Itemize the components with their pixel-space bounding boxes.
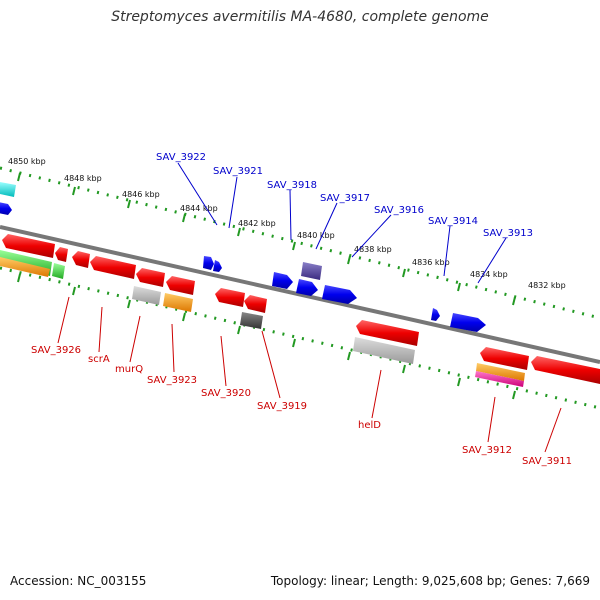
gene-arrow [356,320,419,346]
gene-box [301,262,322,280]
gene-box [240,312,263,329]
gene-arrow [480,347,529,370]
accession-text: Accession: NC_003155 [10,574,147,588]
gene-label-bottom: murQ [115,364,143,375]
gene-label-top: SAV_3918 [267,180,317,191]
gene-label-bottom: SAV_3919 [257,401,307,412]
gene-label-top: SAV_3916 [374,205,424,216]
gene-arrow [72,251,90,268]
callout-lines-top [177,162,507,284]
gene-label-top: SAV_3914 [428,216,478,227]
gene-label-bottom: SAV_3926 [31,345,81,356]
gene-label-bottom: scrA [88,354,110,365]
gene-arrow [2,234,55,258]
ruler-ticks [17,172,516,400]
map-title: Streptomyces avermitilis MA-4680, comple… [111,9,489,25]
callout-lines-bottom [57,296,562,453]
ruler-label: 4850 kbp [8,157,46,166]
reverse-strand-genes [0,234,600,387]
gene-arrow [296,279,318,296]
gene-box [163,293,193,312]
gene-box [476,363,525,381]
ruler-label: 4834 kbp [470,270,508,279]
gene-label-bottom: SAV_3911 [522,456,572,467]
ruler-label: 4848 kbp [64,174,102,183]
gene-arrow [90,256,136,279]
gene-label-top: SAV_3917 [320,193,370,204]
gene-box [0,257,50,277]
gene-label-bottom: SAV_3912 [462,445,512,456]
gene-label-top: SAV_3922 [156,152,206,163]
gene-box [0,182,16,197]
gene-arrow [244,295,267,313]
gene-arrow [136,268,165,287]
gene-arrow [450,313,486,332]
genome-backbone [0,225,600,364]
ruler-label: 4846 kbp [122,190,160,199]
gene-label-bottom: SAV_3923 [147,375,197,386]
gene-arrow [531,356,600,384]
gene-box [353,337,415,364]
gene-arrow [203,256,214,270]
gene-arrow [322,285,357,304]
ruler-label: 4832 kbp [528,281,566,290]
ruler-label: 4838 kbp [354,245,392,254]
gene-box [52,263,65,279]
gene-arrow [0,202,12,215]
gene-box [132,286,161,305]
gene-arrow [272,272,293,289]
forward-strand-genes [0,182,486,332]
gene-box [475,371,524,387]
gene-arrow [431,308,440,321]
gene-label-bottom: SAV_3920 [201,388,251,399]
gene-label-top: SAV_3921 [213,166,263,177]
gene-label-top: SAV_3913 [483,228,533,239]
gene-label-bottom: helD [358,420,381,431]
gene-arrow [166,276,195,295]
gene-arrow [213,260,222,272]
genome-summary-text: Topology: linear; Length: 9,025,608 bp; … [270,574,590,588]
ruler-label: 4840 kbp [297,231,335,240]
ruler-label: 4842 kbp [238,219,276,228]
gene-arrow [55,247,68,262]
ruler-label: 4844 kbp [180,204,218,213]
ruler-label: 4836 kbp [412,258,450,267]
gene-arrow [215,288,245,307]
